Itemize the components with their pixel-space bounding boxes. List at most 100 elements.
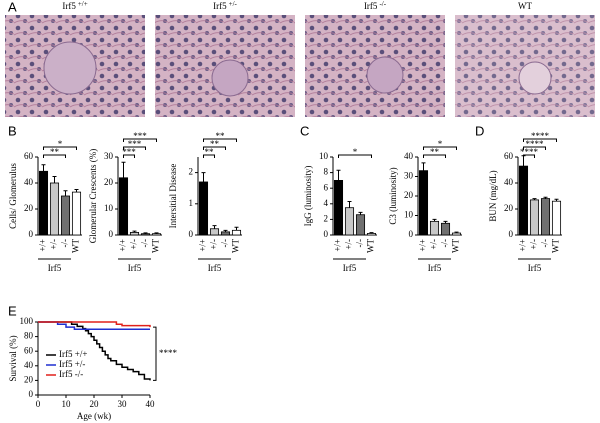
x-tick-label: 40 [146,399,156,409]
significance-bracket [423,154,446,158]
image-label-genotype: +/- [229,0,238,8]
significance-bracket [123,154,135,158]
error-bar [74,189,79,193]
y-tick-label: 0 [189,229,194,239]
bar [529,199,540,236]
y-tick-label: 2 [189,167,194,177]
group-label: Irf5 [343,263,357,273]
bar [209,228,220,236]
error-bar [212,225,217,229]
glomerulus [366,56,404,94]
x-tick-label: +/- [209,239,219,250]
y-tick-label: 0 [509,229,514,239]
group-label: Irf5 [208,263,222,273]
error-bar [52,176,57,183]
x-tick-label: +/- [129,239,139,250]
significance-bracket [123,146,146,150]
x-tick-label: +/- [429,239,439,250]
x-tick-label: -/- [540,239,550,248]
x-tick-label: -/- [220,239,230,248]
significance-bracket [338,154,372,158]
error-bar [63,190,68,196]
significance-label: ** [205,147,215,157]
x-tick-label: 0 [36,399,41,409]
group-label: Irf5 [128,263,142,273]
significance-bracket [203,146,226,150]
significance-bracket [203,154,215,158]
y-tick-label: 6 [324,182,329,192]
y-tick-label: 100 [20,316,34,326]
y-tick-label: 60 [24,151,34,161]
bar [518,165,529,236]
y-tick-label: 80 [24,331,34,341]
significance-bracket [423,146,457,150]
error-bar [132,230,137,233]
significance-bracket [203,138,237,142]
bar [151,233,162,236]
bar [366,233,377,236]
panel-label: E [8,303,17,318]
x-tick-label: +/+ [418,239,428,252]
glomerulus [43,41,97,95]
significance-label: **** [520,147,539,157]
image-label-name: Irf5 [364,1,378,11]
error-bar [201,172,206,182]
image-label-name: Irf5 [213,1,227,11]
error-bar [454,231,459,234]
survival-line [38,321,151,328]
y-tick-label: 0 [324,229,329,239]
y-tick-label: 2 [324,213,329,223]
y-tick-label: 1 [189,198,194,208]
significance-label: ** [216,131,226,141]
group-label: Irf5 [428,263,442,273]
error-bar [223,229,228,232]
significance-bracket [523,146,546,150]
x-tick-label: -/- [60,239,70,248]
x-tick-label: +/- [49,239,59,250]
significance-bracket [43,146,77,150]
y-tick-label: 20 [24,374,34,384]
glomerulus [518,61,552,95]
bar [118,177,129,236]
y-tick-label: 4 [324,198,329,208]
group-label: Irf5 [48,263,62,273]
bar [429,220,440,236]
error-bar [554,198,559,202]
significance-bracket [153,326,157,381]
x-tick-label: 20 [90,399,100,409]
x-tick-label: +/+ [118,239,128,252]
significance-label: **** [526,139,545,149]
error-bar [369,232,374,234]
x-tick-label: -/- [440,239,450,248]
bar [129,231,140,236]
bar [333,179,344,236]
y-tick-label: 0 [409,229,414,239]
significance-label: * [353,147,358,157]
bar [451,232,462,236]
error-bar [336,169,341,181]
bar [344,207,355,236]
bar [220,231,231,236]
significance-label: * [58,139,63,149]
y-tick-label: 40 [24,177,34,187]
x-tick-label: 30 [118,399,128,409]
y-tick-label: 10 [404,210,414,220]
x-tick-label: WT [151,239,161,253]
histology-images [5,15,595,117]
error-bar [358,211,363,215]
significance-label: *** [128,139,142,149]
legend-label: Irf5 -/- [59,369,83,379]
group-label: Irf5 [528,263,542,273]
panel-label: D [475,123,484,138]
y-tick-label: 20 [404,190,414,200]
bar [140,233,151,236]
y-tick-label: 10 [319,151,329,161]
y-tick-label: 20 [104,177,114,187]
y-tick-label: 0 [29,229,34,239]
image-label: Irf5 +/+ [62,0,87,11]
y-tick-label: 30 [404,171,414,181]
x-tick-label: WT [551,239,561,253]
panel-label: C [300,123,309,138]
bar [440,222,451,236]
